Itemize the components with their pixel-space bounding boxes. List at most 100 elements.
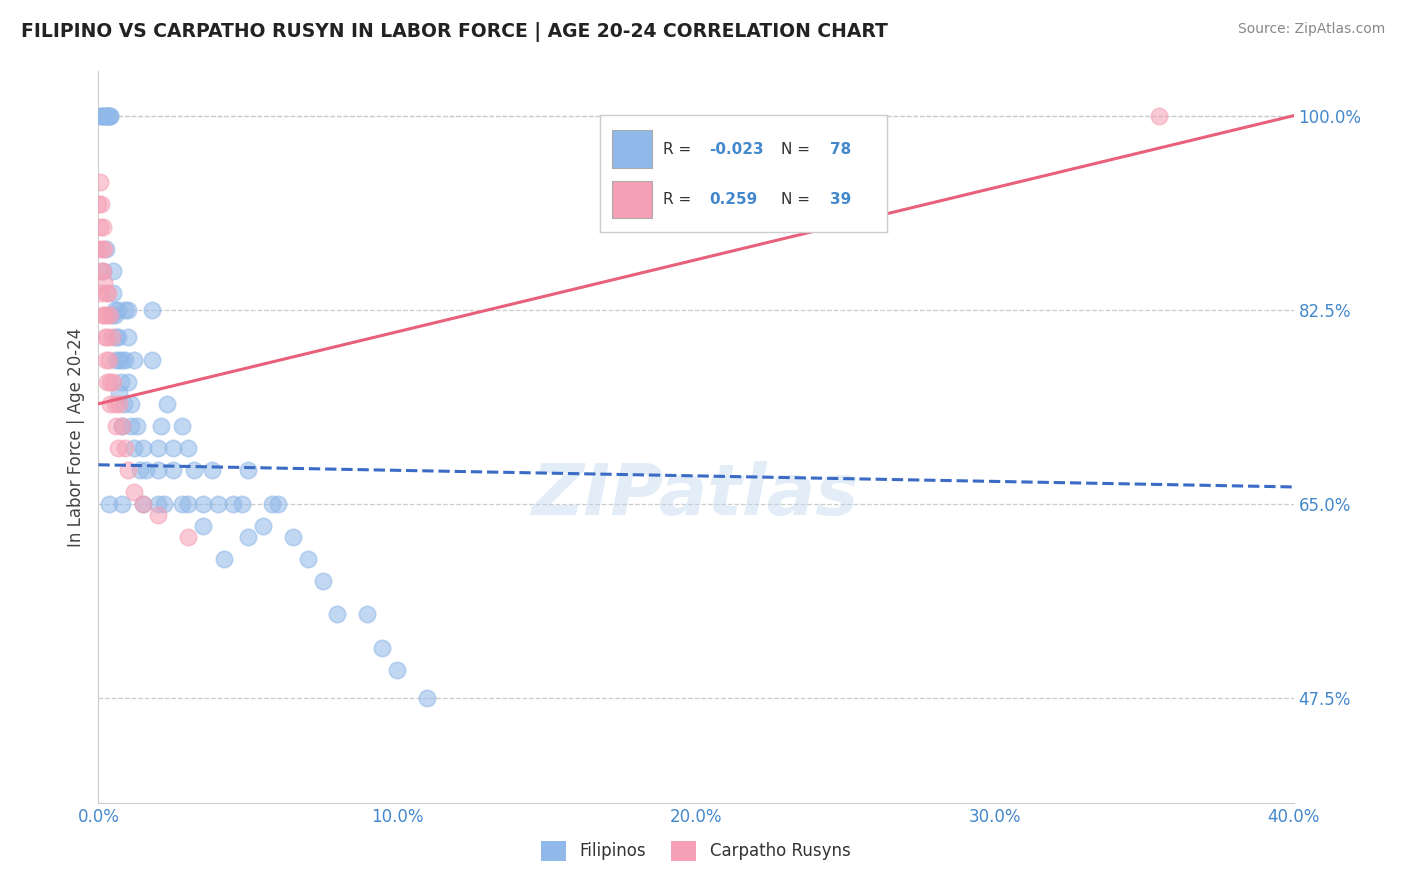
Point (183, 463, 205, 477)
Text: Source: ZipAtlas.com: Source: ZipAtlas.com (1237, 22, 1385, 37)
Point (207, 497, 229, 511)
Point (98, 308, 122, 322)
Point (96, 109, 118, 123)
Point (93, 242, 115, 256)
Point (90, 109, 112, 123)
Point (101, 308, 124, 322)
Point (94, 352, 117, 367)
Point (114, 441, 136, 455)
Point (162, 441, 184, 455)
Point (107, 330, 129, 344)
Point (148, 508, 170, 522)
Point (124, 441, 146, 455)
Point (91, 219, 114, 234)
Point (104, 302, 127, 317)
Point (124, 485, 146, 500)
Point (177, 441, 200, 455)
Point (111, 419, 134, 434)
Point (93, 275, 115, 289)
Point (96, 308, 118, 322)
Text: FILIPINO VS CARPATHO RUSYN IN LABOR FORCE | AGE 20-24 CORRELATION CHART: FILIPINO VS CARPATHO RUSYN IN LABOR FORC… (21, 22, 889, 42)
Point (148, 441, 170, 455)
Point (124, 352, 146, 367)
Point (281, 530, 304, 544)
Point (90, 264, 112, 278)
Text: ZIPatlas: ZIPatlas (533, 461, 859, 530)
Point (93, 109, 115, 123)
Point (98, 109, 122, 123)
Point (90, 197, 112, 211)
Point (108, 397, 131, 411)
Point (129, 463, 152, 477)
Point (94, 242, 117, 256)
Point (94, 285, 117, 300)
Point (111, 497, 134, 511)
Point (132, 497, 155, 511)
Point (87, 242, 110, 256)
Point (236, 463, 259, 477)
Point (127, 419, 149, 434)
Point (311, 574, 333, 589)
Point (91, 308, 114, 322)
Point (120, 419, 142, 434)
Point (97, 497, 120, 511)
Point (191, 518, 214, 533)
Point (297, 552, 319, 566)
Point (91, 264, 114, 278)
Point (132, 497, 155, 511)
Y-axis label: In Labor Force | Age 20-24: In Labor Force | Age 20-24 (66, 327, 84, 547)
Point (111, 419, 134, 434)
Point (98, 375, 121, 389)
Point (96, 330, 118, 344)
Point (117, 330, 139, 344)
Point (177, 497, 200, 511)
Point (222, 497, 245, 511)
Point (101, 330, 124, 344)
Point (93, 109, 115, 123)
Point (1147, 109, 1170, 123)
Point (156, 397, 179, 411)
Point (385, 663, 409, 677)
Point (89, 175, 111, 189)
Point (177, 530, 200, 544)
Point (97, 352, 120, 367)
Point (94, 109, 117, 123)
Point (371, 640, 394, 655)
Point (87, 197, 110, 211)
Point (105, 352, 128, 367)
Point (191, 497, 214, 511)
Point (117, 375, 139, 389)
Point (114, 302, 136, 317)
Point (91, 242, 114, 256)
Point (135, 463, 157, 477)
Point (212, 552, 235, 566)
Point (111, 352, 134, 367)
Point (114, 352, 136, 367)
Point (326, 607, 349, 622)
Point (112, 397, 135, 411)
Point (93, 308, 115, 322)
Point (117, 302, 139, 317)
Point (260, 497, 283, 511)
Point (96, 109, 118, 123)
Point (148, 463, 170, 477)
Point (110, 375, 132, 389)
Point (107, 302, 129, 317)
Point (148, 497, 170, 511)
Point (236, 530, 259, 544)
Point (150, 419, 173, 434)
Point (201, 463, 224, 477)
Point (107, 441, 129, 455)
Point (104, 308, 127, 322)
Point (90, 285, 112, 300)
Point (105, 330, 128, 344)
Point (103, 375, 125, 389)
Point (108, 352, 131, 367)
Point (108, 385, 131, 400)
Point (94, 330, 117, 344)
Point (132, 441, 155, 455)
Point (98, 109, 122, 123)
Point (90, 109, 112, 123)
Point (162, 463, 184, 477)
Point (117, 463, 139, 477)
